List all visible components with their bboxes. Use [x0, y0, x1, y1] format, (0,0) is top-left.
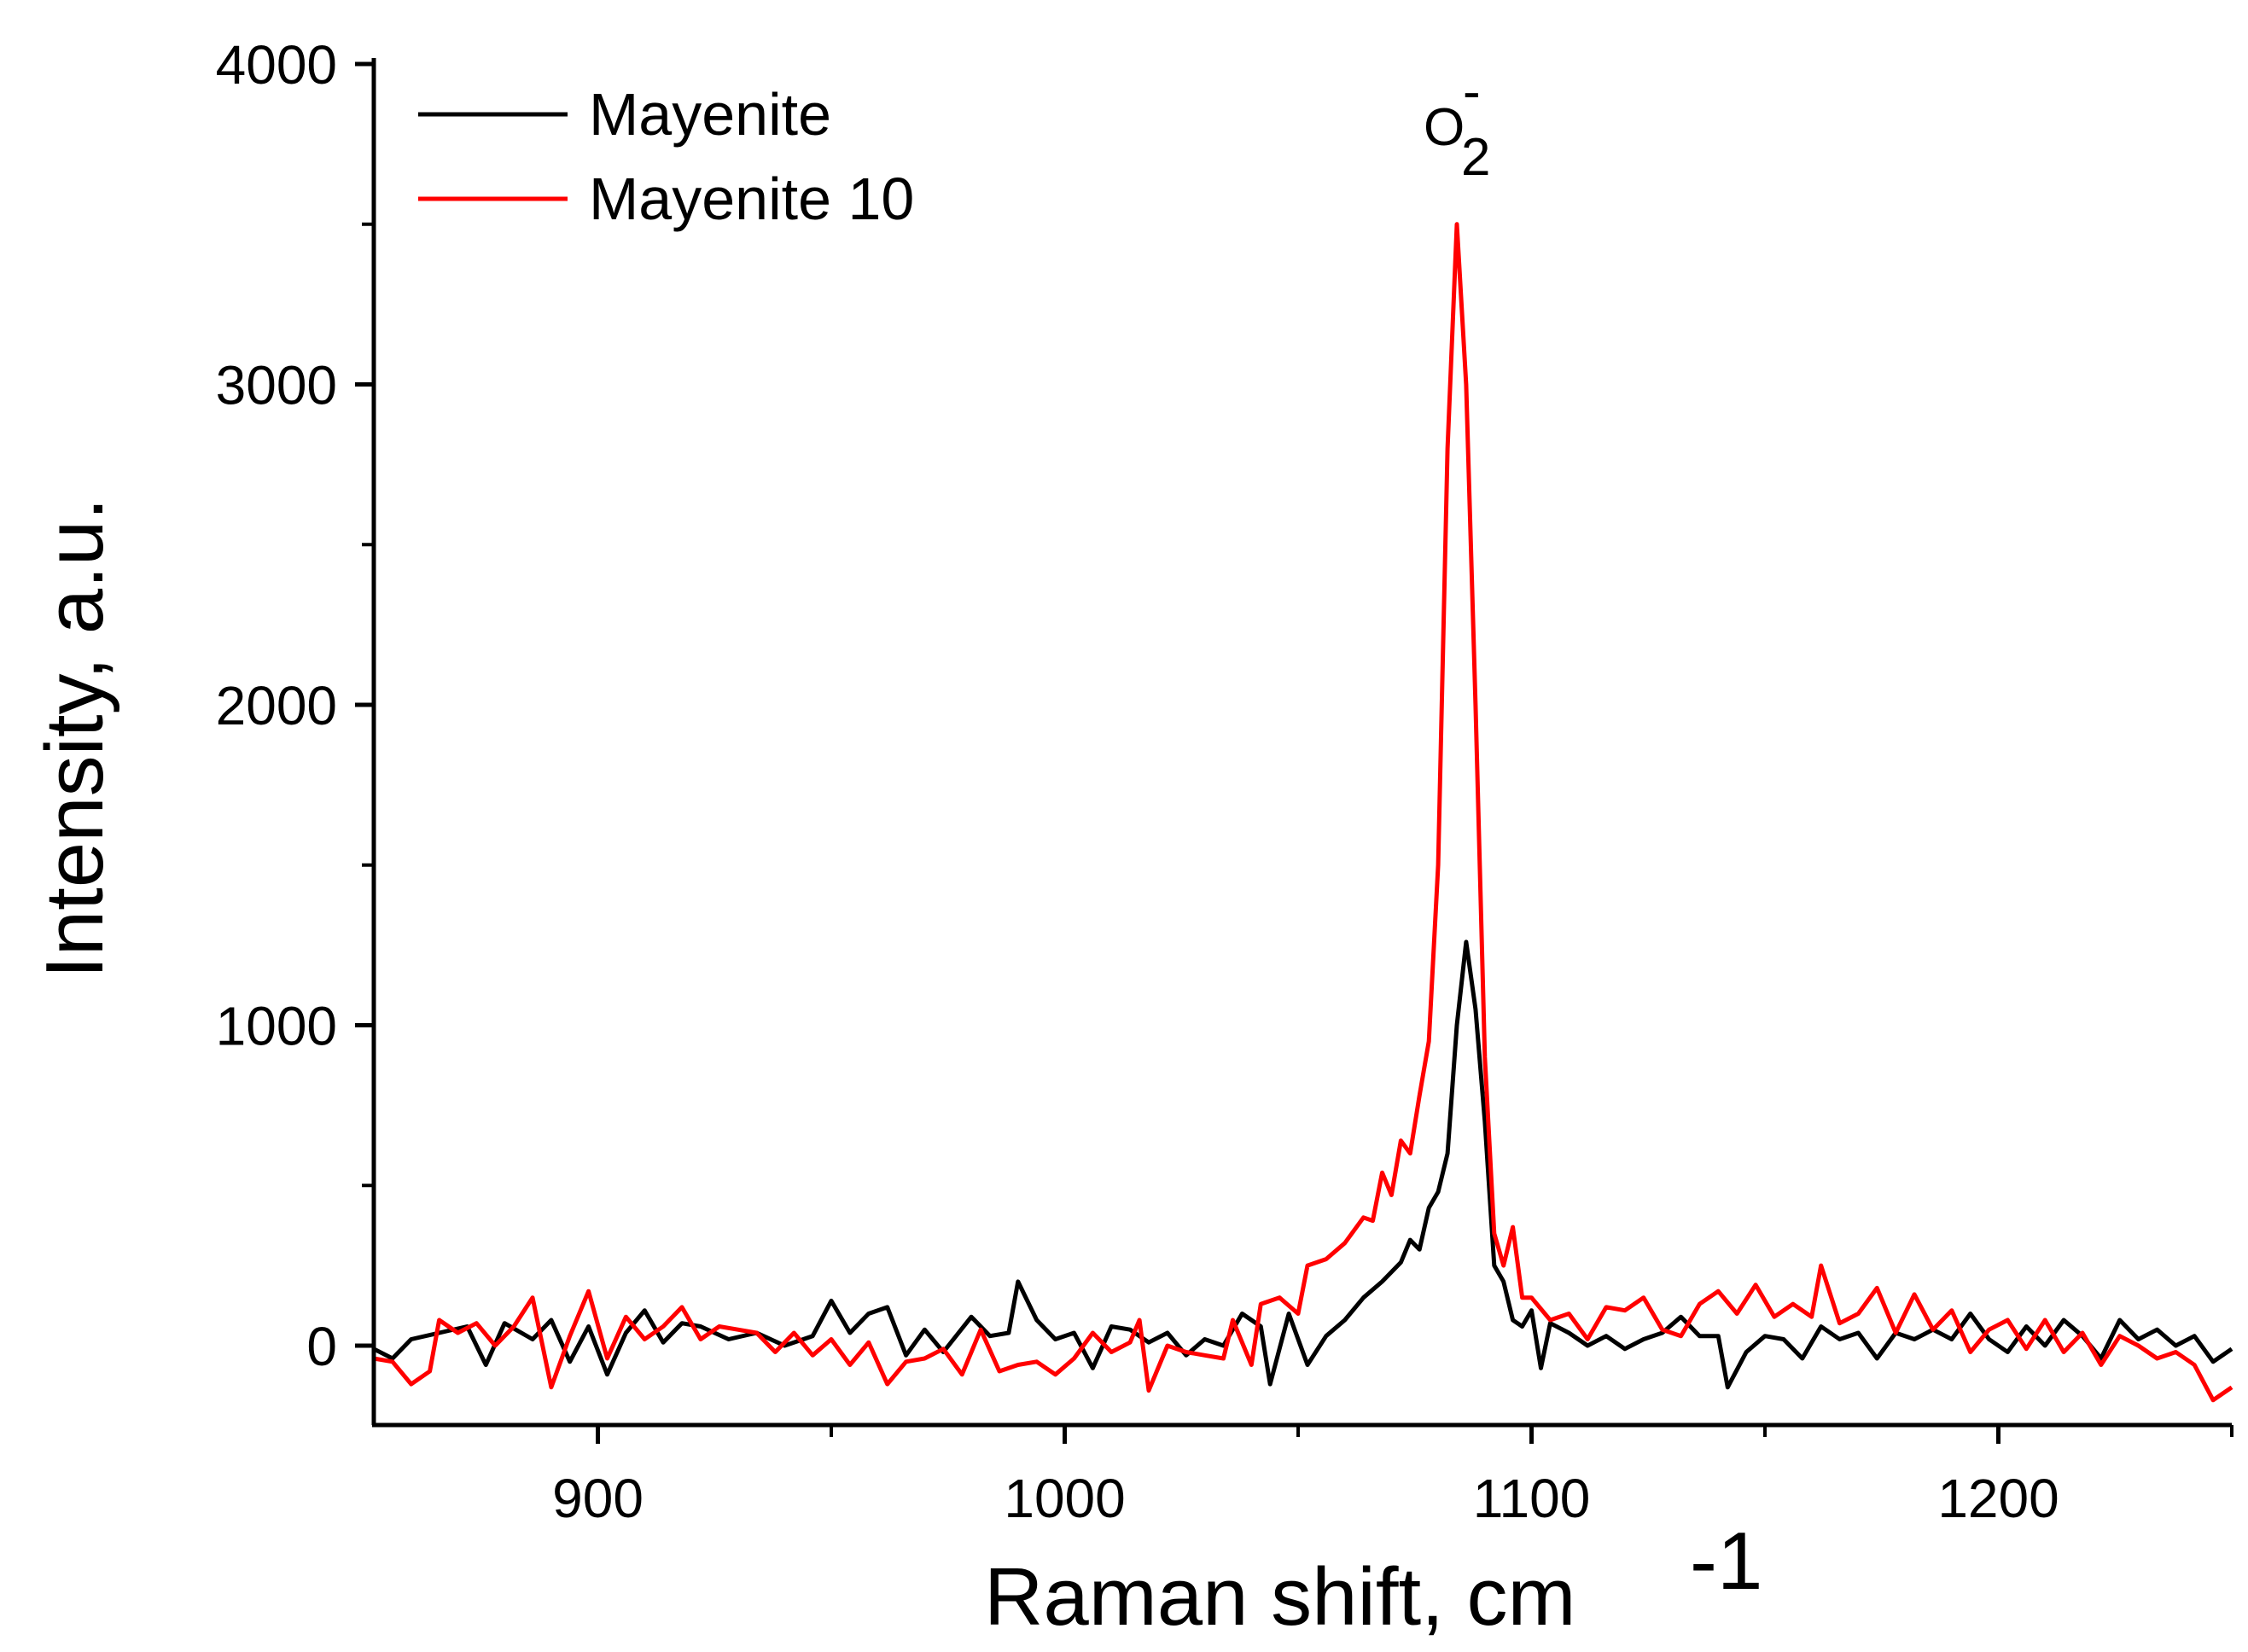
- peak-annotation: O - 2: [1424, 62, 1490, 187]
- legend: Mayenite Mayenite 10: [418, 81, 914, 232]
- y-tick-label-2000: 2000: [216, 675, 337, 736]
- ticks-layer: 900 1000 1100 1200 0 1000 2000 3000 4000: [216, 34, 2233, 1529]
- annotation-superscript: -: [1463, 62, 1481, 121]
- x-axis-title-superscript: -1: [1690, 1515, 1762, 1607]
- y-tick-label-0: 0: [306, 1316, 337, 1377]
- x-tick-label-1000: 1000: [1004, 1468, 1125, 1529]
- series-line-mayenite: [372, 939, 2233, 1390]
- x-tick-label-1100: 1100: [1473, 1468, 1591, 1529]
- y-tick-label-4000: 4000: [216, 34, 337, 96]
- x-tick-label-1200: 1200: [1937, 1468, 2059, 1529]
- series-layer: [372, 222, 2233, 1403]
- legend-label-mayenite: Mayenite: [589, 81, 831, 148]
- y-axis-title: Intensity, a.u.: [29, 497, 120, 979]
- legend-label-mayenite-10: Mayenite 10: [589, 166, 914, 232]
- x-tick-label-900: 900: [552, 1468, 644, 1529]
- annotation-base: O: [1424, 98, 1465, 157]
- y-tick-label-1000: 1000: [216, 996, 337, 1057]
- series-line-mayenite-10: [373, 222, 2233, 1403]
- x-axis-title: Raman shift, cm: [984, 1551, 1576, 1643]
- annotation-subscript: 2: [1461, 128, 1490, 187]
- y-tick-label-3000: 3000: [216, 355, 337, 416]
